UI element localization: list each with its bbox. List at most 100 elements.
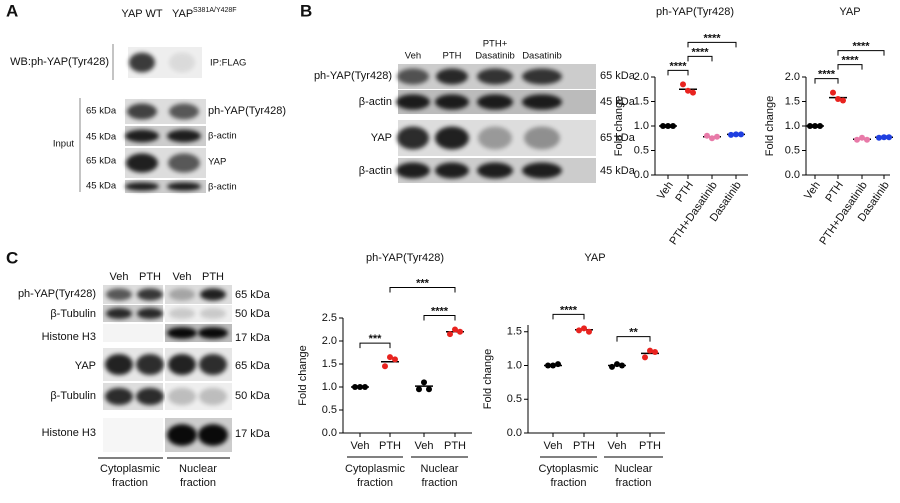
data-point	[652, 349, 658, 355]
significance-label: ****	[431, 305, 449, 317]
group-label: Nuclear	[615, 463, 653, 475]
y-tick-label: 0.0	[634, 169, 649, 181]
significance-label: ***	[369, 333, 383, 345]
protein-label: Histone H3	[42, 331, 96, 343]
data-point	[555, 361, 561, 368]
data-point	[876, 134, 882, 141]
y-tick-label: 2.0	[785, 71, 800, 83]
y-tick-label: 0.5	[785, 144, 800, 156]
lane-label: PTH+	[483, 39, 508, 50]
data-point	[550, 362, 556, 369]
group-label: Cytoplasmic	[100, 463, 160, 475]
protein-label: YAP	[371, 132, 392, 144]
chart-title: ph-YAP(Tyr428)	[366, 252, 444, 264]
data-point	[660, 123, 666, 129]
y-tick-label: 1.0	[785, 120, 800, 132]
lane-label: Dasatinib	[522, 51, 562, 62]
significance-label: ****	[560, 304, 578, 316]
x-tick-label: PTH	[639, 440, 661, 452]
significance-label: ****	[703, 32, 721, 44]
significance-label: ****	[818, 69, 836, 81]
group-label: Cytoplasmic	[539, 463, 599, 475]
protein-label: β-Tubulin	[50, 308, 96, 320]
y-tick-label: 2.5	[322, 312, 337, 324]
data-point	[392, 356, 398, 363]
blot-band	[199, 387, 227, 406]
data-point	[665, 123, 671, 129]
significance-bracket	[687, 55, 713, 62]
blot-band	[167, 424, 197, 446]
data-point	[452, 326, 458, 333]
significance-bracket	[837, 64, 863, 70]
y-tick-label: 0.5	[634, 144, 649, 156]
protein-label: YAP	[208, 157, 226, 168]
significance-label: ****	[669, 60, 687, 72]
blot-background	[103, 418, 163, 452]
y-tick-label: 2.0	[322, 335, 337, 347]
x-tick-label: Veh	[544, 440, 563, 452]
protein-label: Histone H3	[42, 427, 96, 439]
kda-label: 65 kDa	[600, 70, 636, 82]
x-tick-label: Veh	[415, 440, 434, 452]
data-point	[680, 81, 686, 88]
data-point	[387, 354, 393, 361]
blot-background	[103, 324, 163, 342]
blot-band	[167, 327, 197, 339]
lane-label: YAP WT	[121, 8, 162, 20]
blot-band	[436, 68, 468, 85]
kda-label: 65 kDa	[235, 360, 271, 372]
y-tick-label: 0.0	[785, 169, 800, 181]
panel-letter: C	[6, 248, 18, 267]
blot-band	[129, 52, 155, 73]
kda-label: 17 kDa	[235, 428, 271, 440]
blot-band	[169, 288, 195, 301]
x-tick-label: PTH	[823, 179, 845, 204]
y-tick-label: 0.0	[507, 427, 522, 439]
blot-band	[168, 153, 200, 173]
protein-label: β-actin	[359, 96, 392, 108]
data-point	[709, 135, 715, 142]
blot-band	[137, 308, 163, 319]
kda-label: 65 kDa	[235, 289, 271, 301]
y-axis-label: Fold change	[482, 349, 494, 410]
blot-band	[477, 94, 513, 110]
blot-band	[125, 182, 159, 191]
data-point	[840, 97, 846, 104]
blot-band	[169, 52, 195, 73]
blot-band	[105, 387, 133, 406]
significance-bracket	[616, 336, 651, 342]
protein-label: β-Tubulin	[50, 390, 96, 402]
significance-bracket	[667, 69, 689, 76]
x-tick-label: Veh	[802, 180, 823, 202]
chart-title: YAP	[584, 252, 605, 264]
data-point	[545, 362, 551, 369]
data-point	[670, 123, 676, 129]
blot-band	[169, 103, 199, 120]
y-tick-label: 2.0	[634, 71, 649, 83]
blot-label: Input	[53, 139, 74, 150]
data-point	[642, 354, 648, 361]
significance-label: ****	[691, 46, 709, 58]
blot-band	[126, 153, 158, 173]
data-point	[728, 131, 734, 138]
data-point	[714, 133, 720, 140]
y-tick-label: 0.0	[322, 427, 337, 439]
data-point	[426, 386, 432, 393]
data-point	[609, 363, 615, 370]
data-point	[830, 89, 836, 96]
blot-band	[106, 308, 132, 319]
significance-bracket	[389, 287, 456, 293]
panel-letter: B	[300, 1, 312, 20]
x-tick-label: PTH	[444, 440, 466, 452]
lane-label: Veh	[110, 271, 129, 283]
data-point	[647, 347, 653, 354]
blot-band	[105, 353, 133, 376]
data-point	[738, 131, 744, 138]
data-point	[352, 384, 358, 390]
data-point	[817, 123, 823, 129]
y-tick-label: 1.5	[507, 326, 522, 338]
group-label: Nuclear	[179, 463, 217, 475]
y-tick-label: 1.0	[634, 120, 649, 132]
